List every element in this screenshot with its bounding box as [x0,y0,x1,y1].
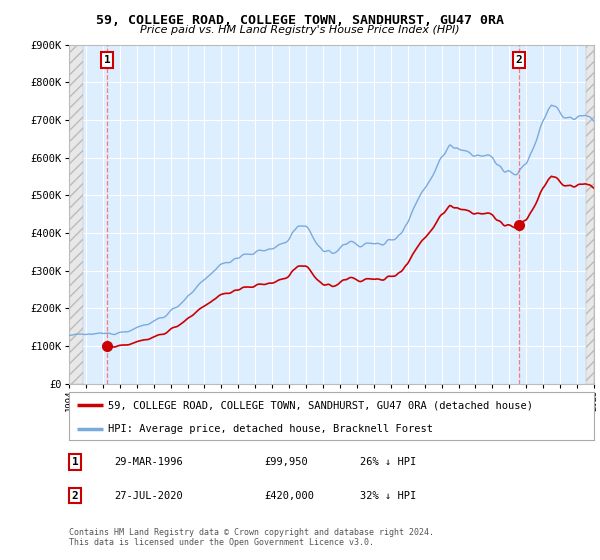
Text: 2: 2 [516,55,523,65]
Text: HPI: Average price, detached house, Bracknell Forest: HPI: Average price, detached house, Brac… [109,424,433,434]
Text: 27-JUL-2020: 27-JUL-2020 [114,491,183,501]
Text: 2: 2 [71,491,79,501]
Text: 59, COLLEGE ROAD, COLLEGE TOWN, SANDHURST, GU47 0RA: 59, COLLEGE ROAD, COLLEGE TOWN, SANDHURS… [96,14,504,27]
Text: Contains HM Land Registry data © Crown copyright and database right 2024.
This d: Contains HM Land Registry data © Crown c… [69,528,434,547]
Text: 59, COLLEGE ROAD, COLLEGE TOWN, SANDHURST, GU47 0RA (detached house): 59, COLLEGE ROAD, COLLEGE TOWN, SANDHURS… [109,400,533,410]
Bar [586,45,594,384]
Text: £420,000: £420,000 [264,491,314,501]
Text: 1: 1 [71,457,79,467]
Text: 29-MAR-1996: 29-MAR-1996 [114,457,183,467]
Text: 26% ↓ HPI: 26% ↓ HPI [360,457,416,467]
Bar [69,45,83,384]
Text: 1: 1 [104,55,110,65]
Text: £99,950: £99,950 [264,457,308,467]
Text: Price paid vs. HM Land Registry's House Price Index (HPI): Price paid vs. HM Land Registry's House … [140,25,460,35]
Text: 32% ↓ HPI: 32% ↓ HPI [360,491,416,501]
